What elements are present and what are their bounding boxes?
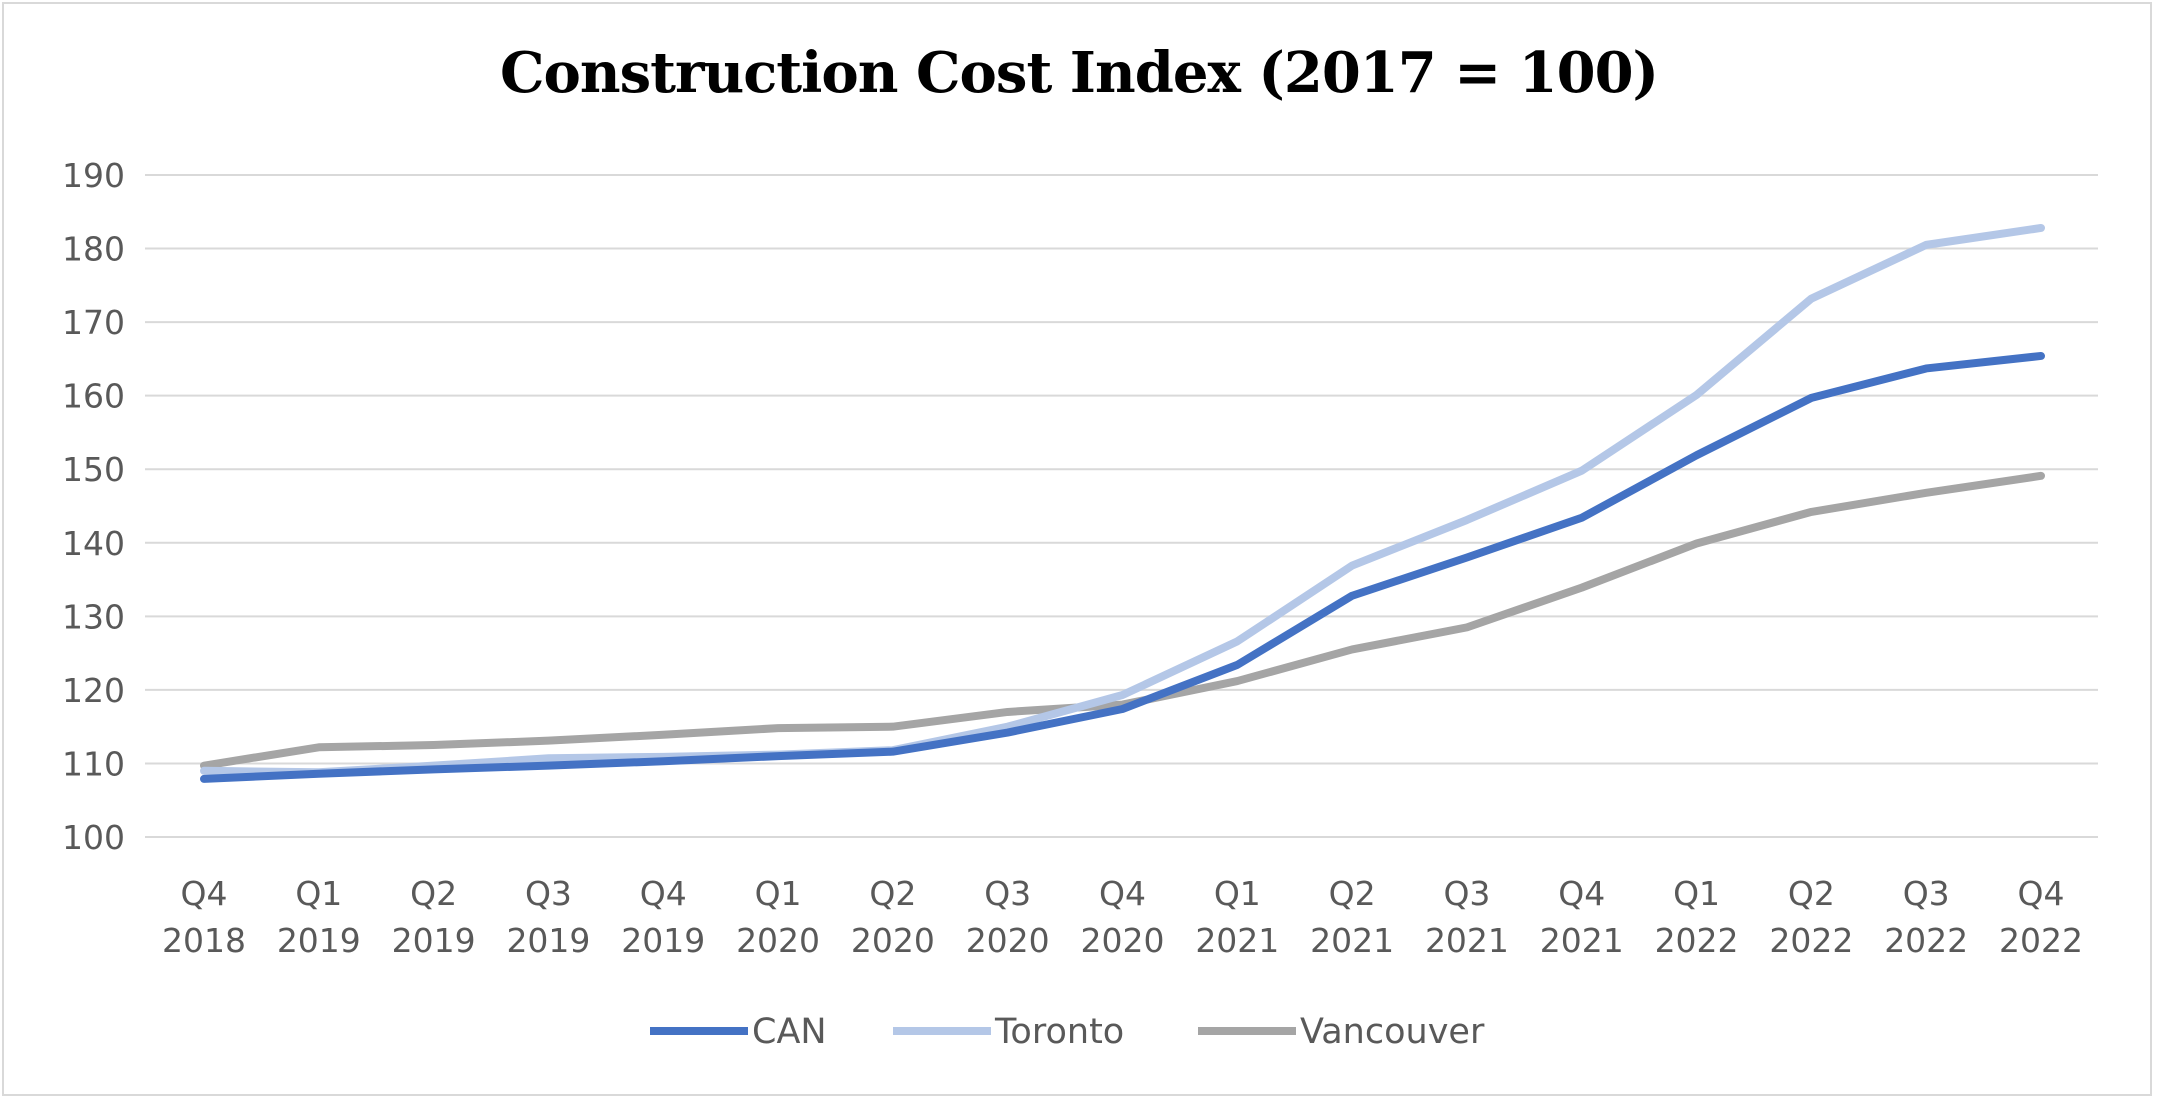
y-tick-label: 140 — [62, 524, 125, 563]
x-tick-label: Q4 — [640, 874, 687, 913]
x-tick-label: Q3 — [525, 874, 572, 913]
x-tick-label: 2021 — [1195, 921, 1279, 960]
x-tick-label: Q1 — [755, 874, 802, 913]
y-tick-label: 160 — [62, 377, 125, 416]
x-tick-label: Q1 — [295, 874, 342, 913]
x-tick-label: 2020 — [736, 921, 820, 960]
x-tick-label: 2019 — [506, 921, 590, 960]
x-tick-label: Q4 — [2018, 874, 2065, 913]
x-tick-label: 2021 — [1425, 921, 1509, 960]
x-tick-label: Q3 — [984, 874, 1031, 913]
legend-label-toronto: Toronto — [994, 1012, 1124, 1052]
y-tick-label: 170 — [62, 303, 125, 342]
x-tick-label: 2022 — [1884, 921, 1968, 960]
series-line-can — [200, 351, 2045, 783]
series-line-toronto — [200, 223, 2045, 777]
x-tick-label: Q2 — [869, 874, 916, 913]
y-tick-label: 190 — [62, 156, 125, 195]
x-tick-label: Q4 — [1558, 874, 1605, 913]
y-tick-label: 110 — [62, 744, 125, 783]
x-tick-label: Q2 — [410, 874, 457, 913]
x-tick-label: 2021 — [1310, 921, 1394, 960]
x-tick-label: 2021 — [1540, 921, 1624, 960]
x-tick-label: 2018 — [162, 921, 246, 960]
x-tick-label: Q1 — [1673, 874, 1720, 913]
x-tick-label: Q4 — [1099, 874, 1146, 913]
x-tick-label: 2020 — [1081, 921, 1165, 960]
x-tick-label: Q2 — [1329, 874, 1376, 913]
x-tick-label: Q4 — [181, 874, 228, 913]
x-tick-label: 2022 — [1999, 921, 2083, 960]
x-tick-label: Q3 — [1443, 874, 1490, 913]
y-tick-label: 130 — [62, 597, 125, 636]
legend-label-vancouver: Vancouver — [1300, 1012, 1485, 1052]
legend-label-can: CAN — [752, 1012, 827, 1052]
x-tick-label: Q1 — [1214, 874, 1261, 913]
x-tick-label: 2020 — [966, 921, 1050, 960]
x-tick-label: Q3 — [1903, 874, 1950, 913]
x-tick-label: 2019 — [392, 921, 476, 960]
y-tick-label: 120 — [62, 671, 125, 710]
series-line-vancouver — [200, 471, 2045, 770]
x-tick-label: Q2 — [1788, 874, 1835, 913]
chart-title: Construction Cost Index (2017 = 100) — [499, 40, 1659, 106]
x-tick-label: 2019 — [621, 921, 705, 960]
x-tick-label: 2022 — [1655, 921, 1739, 960]
y-tick-label: 150 — [62, 450, 125, 489]
x-tick-label: 2020 — [851, 921, 935, 960]
x-tick-label: 2019 — [277, 921, 361, 960]
y-tick-label: 100 — [62, 818, 125, 857]
y-tick-label: 180 — [62, 230, 125, 269]
x-tick-label: 2022 — [1769, 921, 1853, 960]
